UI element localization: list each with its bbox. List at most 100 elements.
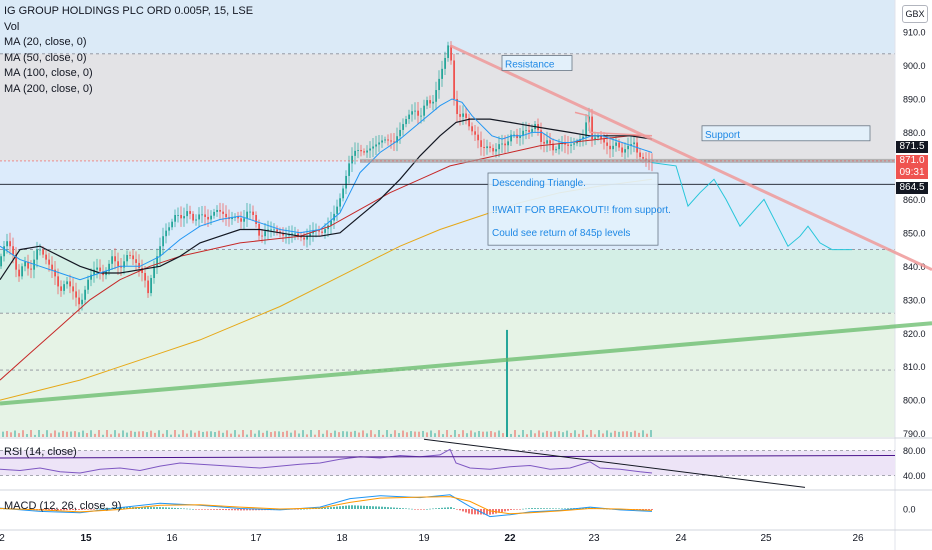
indicator-vol[interactable]: Vol bbox=[4, 20, 20, 33]
rsi-label[interactable]: RSI (14, close) bbox=[4, 446, 77, 458]
candle-body bbox=[297, 233, 299, 236]
volume-bar bbox=[26, 434, 28, 437]
candle-body bbox=[324, 229, 326, 233]
volume-bar bbox=[570, 432, 572, 437]
indicator-ma50[interactable]: MA (50, close, 0) bbox=[4, 51, 87, 64]
macd-hist-bar bbox=[408, 508, 410, 510]
candle-body bbox=[201, 214, 203, 216]
volume-bar bbox=[406, 432, 408, 437]
volume-bar bbox=[130, 430, 132, 437]
candle-body bbox=[519, 135, 521, 139]
indicator-ma200[interactable]: MA (200, close, 0) bbox=[4, 82, 93, 95]
candle-body bbox=[600, 135, 602, 140]
macd-hist-bar bbox=[246, 509, 248, 511]
macd-hist-bar bbox=[495, 509, 497, 514]
macd-hist-bar bbox=[507, 509, 509, 511]
volume-bar bbox=[10, 432, 12, 437]
volume-bar bbox=[494, 432, 496, 437]
volume-bar bbox=[242, 430, 244, 437]
price-tag-upper: 871.5 bbox=[896, 141, 928, 153]
macd-hist-bar bbox=[237, 509, 239, 511]
macd-hist-bar bbox=[519, 509, 521, 510]
currency-button[interactable]: GBX bbox=[902, 5, 928, 23]
macd-hist-bar bbox=[384, 506, 386, 509]
support-band bbox=[360, 158, 895, 163]
candle-body bbox=[78, 297, 80, 305]
candle-body bbox=[39, 249, 41, 251]
candle-body bbox=[117, 261, 119, 267]
candle-body bbox=[84, 289, 86, 300]
volume-bar bbox=[390, 433, 392, 437]
macd-hist-bar bbox=[243, 509, 245, 511]
macd-hist-bar bbox=[543, 508, 545, 509]
volume-bar bbox=[414, 431, 416, 437]
candle-body bbox=[54, 269, 56, 277]
indicator-ma20[interactable]: MA (20, close, 0) bbox=[4, 36, 87, 48]
resistance-trendline bbox=[449, 44, 932, 272]
rsi-horizontal-line bbox=[0, 455, 896, 459]
volume-bar bbox=[22, 430, 24, 437]
macd-hist-bar bbox=[306, 508, 308, 510]
x-tick-label: 19 bbox=[418, 533, 430, 544]
volume-bar bbox=[590, 430, 592, 437]
candle-body bbox=[525, 130, 527, 132]
candle-body bbox=[453, 60, 455, 99]
volume-bar bbox=[166, 430, 168, 437]
symbol-title[interactable]: IG GROUP HOLDINGS PLC ORD 0.005P, 15, LS… bbox=[4, 5, 254, 17]
volume-bar bbox=[70, 431, 72, 437]
candle-body bbox=[18, 269, 20, 277]
volume-bar bbox=[46, 430, 48, 437]
candle-body bbox=[420, 115, 422, 117]
macd-hist-bar bbox=[231, 509, 233, 511]
macd-hist-bar bbox=[219, 509, 221, 510]
volume-bar bbox=[214, 432, 216, 437]
volume-bar bbox=[446, 430, 448, 437]
candle-body bbox=[459, 114, 461, 117]
macd-hist-bar bbox=[234, 509, 236, 511]
volume-bar bbox=[318, 430, 320, 437]
volume-bar bbox=[114, 430, 116, 437]
volume-bar bbox=[58, 432, 60, 437]
volume-bar bbox=[518, 434, 520, 437]
macd-label[interactable]: MACD (12, 26, close, 9) bbox=[4, 500, 122, 512]
volume-bar bbox=[230, 433, 232, 437]
candle-body bbox=[222, 211, 224, 214]
candle-body bbox=[321, 231, 323, 233]
macd-hist-bar bbox=[90, 509, 92, 510]
macd-hist-bar bbox=[528, 508, 530, 509]
candle-body bbox=[444, 57, 446, 69]
candle-body bbox=[210, 215, 212, 220]
ma100-line bbox=[0, 135, 652, 381]
candle-body bbox=[9, 241, 11, 247]
candle-body bbox=[573, 143, 575, 145]
macd-hist-bar bbox=[72, 509, 74, 511]
candle-body bbox=[153, 266, 155, 279]
candle-body bbox=[177, 214, 179, 216]
candle-body bbox=[447, 45, 449, 58]
y-tick-label: 820.0 bbox=[903, 329, 926, 339]
volume-bar bbox=[334, 430, 336, 437]
macd-hist-bar bbox=[555, 508, 557, 510]
volume-bar bbox=[402, 430, 404, 437]
macd-hist-bar bbox=[429, 508, 431, 510]
indicator-ma100[interactable]: MA (100, close, 0) bbox=[4, 67, 93, 79]
candle-body bbox=[381, 140, 383, 143]
candle-body bbox=[408, 114, 410, 120]
candle-body bbox=[579, 139, 581, 142]
volume-bar bbox=[606, 430, 608, 437]
volume-bar bbox=[490, 431, 492, 437]
macd-hist-bar bbox=[414, 509, 416, 510]
macd-hist-bar bbox=[405, 508, 407, 510]
candle-body bbox=[423, 105, 425, 116]
volume-bar bbox=[526, 434, 528, 437]
candle-body bbox=[462, 113, 464, 117]
macd-hist-bar bbox=[75, 509, 77, 511]
volume-bar bbox=[438, 430, 440, 437]
candle-body bbox=[570, 144, 572, 146]
candle-body bbox=[642, 156, 644, 159]
macd-hist-bar bbox=[105, 508, 107, 509]
macd-hist-bar bbox=[141, 507, 143, 509]
macd-hist-bar bbox=[375, 506, 377, 509]
